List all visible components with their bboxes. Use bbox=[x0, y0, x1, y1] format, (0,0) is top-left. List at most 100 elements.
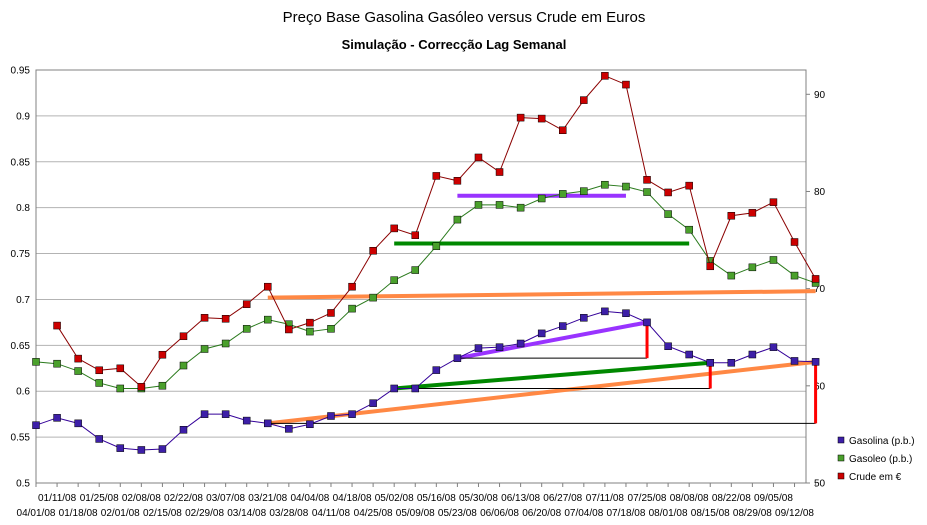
series-1-point bbox=[390, 276, 398, 284]
x-tick-label-bottom: 09/12/08 bbox=[775, 508, 814, 519]
series-2-point bbox=[348, 282, 356, 291]
series-2-point bbox=[495, 168, 504, 176]
series-0-point bbox=[200, 410, 209, 418]
series-0-point bbox=[369, 399, 377, 407]
series-2-point bbox=[179, 332, 188, 341]
series-0-point bbox=[748, 350, 757, 359]
series-2-point bbox=[748, 209, 757, 217]
x-tick-label-bottom: 02/01/08 bbox=[101, 508, 140, 519]
x-tick-label-top: 01/11/08 bbox=[38, 493, 77, 504]
series-1-point bbox=[559, 190, 567, 198]
series-0-point bbox=[53, 414, 61, 422]
x-tick-label-top: 05/02/08 bbox=[375, 493, 414, 504]
series-0-point bbox=[432, 366, 441, 374]
x-tick-label-bottom: 02/15/08 bbox=[143, 508, 182, 519]
series-0-point bbox=[348, 410, 356, 418]
x-tick-label-top: 02/08/08 bbox=[122, 493, 161, 504]
series-0-point bbox=[685, 350, 693, 359]
series-1-point bbox=[200, 345, 209, 353]
x-tick-label-top: 07/25/08 bbox=[628, 493, 667, 504]
left-tick-label: 0.7 bbox=[16, 295, 30, 306]
series-1-point bbox=[748, 263, 757, 272]
x-tick-label-top: 06/13/08 bbox=[501, 493, 540, 504]
right-tick-label: 50 bbox=[814, 479, 826, 490]
left-tick-label: 0.65 bbox=[11, 341, 31, 352]
series-0-point bbox=[390, 384, 398, 393]
series-0-point bbox=[664, 342, 672, 351]
series-0-point bbox=[116, 444, 125, 452]
series-1-point bbox=[664, 210, 672, 218]
series-0-point bbox=[727, 359, 736, 367]
series-0-point bbox=[537, 329, 546, 338]
x-tick-label-top: 02/22/08 bbox=[164, 493, 203, 504]
legend: Gasolina (p.b.) Gasoleo (p.b.) Crude em … bbox=[837, 436, 915, 483]
series-0-point bbox=[411, 384, 420, 393]
series-0-point bbox=[559, 322, 567, 330]
series-1-point bbox=[432, 242, 441, 250]
plot-area-border bbox=[35, 69, 807, 484]
x-tick-label-bottom: 08/15/08 bbox=[691, 508, 730, 519]
series-0-point bbox=[137, 446, 146, 454]
series-0-point bbox=[264, 419, 272, 428]
series-2-point bbox=[158, 350, 167, 359]
series-2-point bbox=[264, 282, 272, 291]
x-tick-label-top: 09/05/08 bbox=[754, 493, 793, 504]
series-1-point bbox=[453, 215, 462, 224]
right-tick-label: 80 bbox=[814, 187, 826, 198]
series-2-point bbox=[53, 321, 61, 330]
series-0-point bbox=[495, 343, 504, 351]
series-0-point bbox=[74, 419, 82, 428]
legend-label-gasolina: Gasolina (p.b.) bbox=[849, 436, 915, 447]
series-2-point bbox=[453, 177, 462, 185]
series-line-2 bbox=[56, 75, 817, 388]
series-2-point bbox=[242, 300, 251, 308]
series-2-point bbox=[116, 364, 125, 373]
series-1-point bbox=[221, 339, 230, 348]
series-0-point bbox=[306, 420, 314, 429]
series-1-point bbox=[495, 201, 504, 209]
series-1-point bbox=[601, 180, 609, 189]
series-2-point bbox=[200, 314, 209, 322]
series-2-point bbox=[706, 262, 714, 271]
series-0-point bbox=[516, 339, 525, 348]
series-2-point bbox=[559, 126, 567, 134]
series-2-point bbox=[601, 72, 609, 80]
series-1-point bbox=[369, 293, 377, 302]
x-tick-label-bottom: 07/18/08 bbox=[606, 508, 645, 519]
series-2-point bbox=[790, 238, 799, 246]
left-tick-label: 0.5 bbox=[16, 479, 30, 490]
right-tick-label: 70 bbox=[814, 284, 826, 295]
annotation-trend-line bbox=[394, 360, 711, 391]
x-tick-label-bottom: 08/01/08 bbox=[649, 508, 688, 519]
series-lines bbox=[32, 72, 820, 454]
x-tick-label-bottom: 05/23/08 bbox=[438, 508, 477, 519]
series-0-point bbox=[158, 445, 167, 453]
series-1-point bbox=[580, 187, 588, 195]
series-1-point bbox=[242, 325, 251, 333]
legend-swatch-gasoleo bbox=[837, 454, 845, 462]
series-2-point bbox=[811, 275, 820, 283]
series-0-point bbox=[790, 357, 799, 365]
right-tick-label: 60 bbox=[814, 381, 826, 392]
x-tick-label-bottom: 07/04/08 bbox=[564, 508, 603, 519]
x-tick-label-bottom: 03/14/08 bbox=[227, 508, 266, 519]
series-2-point bbox=[727, 212, 736, 220]
series-0-point bbox=[95, 435, 103, 443]
series-2-point bbox=[685, 181, 693, 190]
series-0-point bbox=[179, 426, 188, 434]
series-2-point bbox=[369, 246, 377, 255]
x-tick-label-bottom: 06/06/08 bbox=[480, 508, 519, 519]
left-tick-label: 0.6 bbox=[16, 387, 30, 398]
series-1-point bbox=[306, 327, 314, 336]
right-axis-ticks: 50 60 70 80 90 bbox=[806, 90, 826, 490]
x-tick-label-bottom: 02/29/08 bbox=[185, 508, 224, 519]
x-tick-label-bottom: 01/18/08 bbox=[59, 508, 98, 519]
x-tick-label-bottom: 06/20/08 bbox=[522, 508, 561, 519]
series-1-point bbox=[790, 271, 799, 280]
series-1-point bbox=[622, 182, 630, 191]
left-axis-ticks: 0.5 0.55 0.6 0.65 0.7 0.75 0.8 0.85 0.9 0.95 bbox=[11, 66, 31, 490]
series-0-point bbox=[622, 309, 630, 317]
series-2-point bbox=[285, 325, 293, 334]
series-0-point bbox=[474, 344, 483, 352]
x-tick-label-bottom: 04/25/08 bbox=[354, 508, 393, 519]
